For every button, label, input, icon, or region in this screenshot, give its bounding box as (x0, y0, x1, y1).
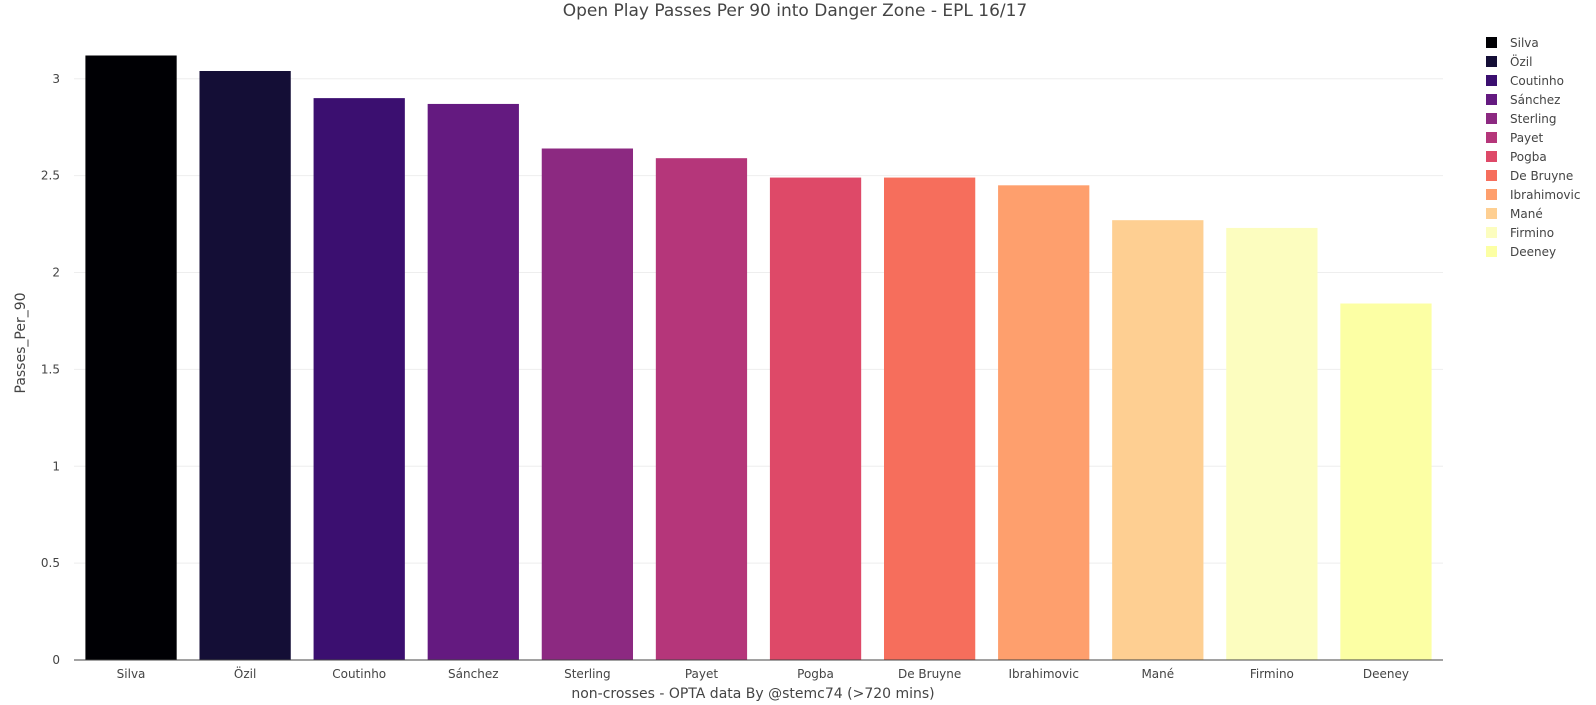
legend-label: Coutinho (1510, 74, 1564, 88)
bars (85, 55, 1432, 661)
x-tick-label: Sterling (564, 667, 611, 681)
y-tick-label: 2.5 (41, 169, 60, 183)
x-tick-label: Mané (1141, 667, 1174, 681)
legend-swatch (1486, 227, 1497, 238)
x-tick-label: De Bruyne (898, 667, 961, 681)
x-axis-ticks: Silva Özil Coutinho Sánchez Sterling Payet Pog… (117, 665, 1409, 681)
legend-swatch (1486, 94, 1497, 105)
legend-swatch (1486, 189, 1497, 200)
legend-item[interactable]: Payet (1486, 131, 1544, 145)
bar[interactable] (998, 185, 1090, 660)
bar[interactable] (1340, 303, 1432, 661)
bar[interactable] (313, 98, 405, 660)
x-tick-label: Coutinho (332, 667, 386, 681)
bar[interactable] (199, 71, 291, 660)
legend-item[interactable]: Ibrahimovic (1486, 188, 1580, 202)
x-tick-label: Sánchez (448, 667, 498, 681)
legend-swatch (1486, 37, 1497, 48)
legend-swatch (1486, 246, 1497, 257)
x-axis-title: non-crosses - OPTA data By @stemc74 (>72… (571, 686, 934, 702)
legend-swatch (1486, 208, 1497, 219)
chart-title: Open Play Passes Per 90 into Danger Zone… (563, 1, 1028, 21)
legend-swatch (1486, 56, 1497, 67)
legend-swatch (1486, 151, 1497, 162)
legend-item[interactable]: Özil (1486, 53, 1532, 69)
legend-item[interactable]: Coutinho (1486, 74, 1564, 88)
x-tick-label: Deeney (1363, 667, 1409, 681)
x-tick-label: Payet (685, 667, 719, 681)
legend-label: Sánchez (1510, 93, 1560, 107)
legend-label: Mané (1510, 207, 1543, 221)
y-axis-title: Passes_Per_90 (13, 292, 29, 393)
legend-item[interactable]: De Bruyne (1486, 169, 1573, 183)
x-tick-label: Silva (117, 667, 146, 681)
bar[interactable] (1112, 220, 1204, 660)
y-tick-label: 2 (52, 266, 60, 280)
x-tick-label: Özil (234, 665, 256, 681)
legend-label: Silva (1510, 36, 1539, 50)
bar[interactable] (85, 55, 177, 661)
legend-item[interactable]: Firmino (1486, 226, 1554, 240)
legend-item[interactable]: Silva (1486, 36, 1539, 50)
bar[interactable] (1226, 227, 1318, 660)
legend[interactable]: Silva Özil Coutinho Sánchez Sterling Payet Pog… (1486, 36, 1580, 259)
bar[interactable] (427, 103, 519, 660)
legend-swatch (1486, 75, 1497, 86)
y-tick-label: 1 (52, 459, 60, 473)
bar[interactable] (655, 158, 748, 660)
legend-label: Özil (1510, 53, 1532, 69)
bar[interactable] (541, 148, 634, 661)
legend-label: Pogba (1510, 150, 1547, 164)
y-tick-label: 0.5 (41, 556, 60, 570)
legend-item[interactable]: Pogba (1486, 150, 1547, 164)
x-tick-label: Pogba (797, 667, 834, 681)
legend-label: De Bruyne (1510, 169, 1573, 183)
legend-label: Ibrahimovic (1510, 188, 1580, 202)
legend-swatch (1486, 113, 1497, 124)
y-axis-ticks: 0 0.5 1 1.5 2 2.5 3 (41, 72, 60, 667)
legend-swatch (1486, 170, 1497, 181)
bar[interactable] (883, 177, 976, 660)
legend-item[interactable]: Mané (1486, 207, 1543, 221)
y-tick-label: 0 (52, 653, 60, 667)
legend-label: Deeney (1510, 245, 1556, 259)
x-tick-label: Firmino (1250, 667, 1294, 681)
legend-label: Payet (1510, 131, 1544, 145)
legend-swatch (1486, 132, 1497, 143)
legend-item[interactable]: Sterling (1486, 112, 1557, 126)
y-tick-label: 3 (52, 72, 60, 86)
legend-label: Firmino (1510, 226, 1554, 240)
bar[interactable] (769, 177, 862, 660)
y-tick-label: 1.5 (41, 362, 60, 376)
legend-label: Sterling (1510, 112, 1557, 126)
legend-item[interactable]: Deeney (1486, 245, 1556, 259)
legend-item[interactable]: Sánchez (1486, 93, 1560, 107)
y-gridlines (74, 78, 1443, 564)
x-tick-label: Ibrahimovic (1008, 667, 1078, 681)
